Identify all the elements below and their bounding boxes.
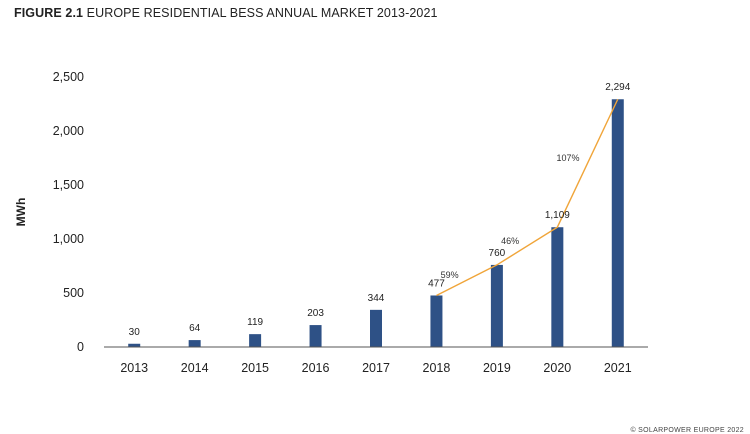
x-tick-label: 2015: [241, 361, 269, 375]
bar-2017: [370, 309, 382, 347]
growth-line-group: 59% 46% 107%: [436, 98, 619, 297]
figure-title: FIGURE 2.1 EUROPE RESIDENTIAL BESS ANNUA…: [14, 6, 438, 20]
data-label: 760: [489, 248, 506, 259]
x-tick-label: 2018: [423, 361, 451, 375]
bar-2019: [490, 264, 503, 347]
growth-line: [436, 98, 619, 297]
data-label: 477: [428, 278, 445, 289]
bar-2018: [430, 295, 443, 347]
x-tick-label: 2020: [543, 361, 571, 375]
data-label: 1,109: [545, 210, 570, 221]
bar-2013: [128, 343, 141, 347]
x-tick-label: 2019: [483, 361, 511, 375]
x-axis-ticks: 2013 2014 2015 2016 2017 2018 2019 2020 2021: [120, 361, 631, 375]
bar-2015: [249, 334, 262, 347]
y-tick-label: 1,500: [53, 178, 84, 192]
x-tick-label: 2016: [302, 361, 330, 375]
growth-label: 59%: [441, 270, 459, 280]
y-axis-label: MWh: [14, 198, 28, 227]
y-tick-label: 500: [63, 286, 84, 300]
y-tick-label: 1,000: [53, 232, 84, 246]
y-tick-label: 2,500: [53, 70, 84, 84]
y-tick-label: 2,000: [53, 124, 84, 138]
data-label: 64: [189, 323, 201, 334]
x-tick-label: 2013: [120, 361, 148, 375]
figure-number: FIGURE 2.1: [14, 6, 84, 20]
bars: [128, 99, 624, 347]
y-tick-label: 0: [77, 340, 84, 354]
y-axis-ticks: 0 500 1,000 1,500 2,000 2,500: [53, 70, 84, 354]
bar-2014: [188, 340, 201, 347]
x-tick-label: 2021: [604, 361, 632, 375]
data-label: 30: [129, 327, 141, 338]
growth-label: 107%: [557, 153, 580, 163]
data-label: 2,294: [605, 82, 630, 93]
x-tick-label: 2014: [181, 361, 209, 375]
figure-title-text: EUROPE RESIDENTIAL BESS ANNUAL MARKET 20…: [86, 6, 438, 20]
bar-2016: [309, 325, 322, 347]
x-tick-label: 2017: [362, 361, 390, 375]
bar-2020: [551, 227, 564, 347]
data-label: 119: [247, 317, 263, 328]
bar-2021: [611, 99, 624, 347]
data-labels: 30 64 119 203 344 477 760 1,109 2,294: [129, 82, 631, 338]
data-label: 344: [368, 293, 385, 304]
data-label: 203: [307, 308, 324, 319]
growth-label: 46%: [501, 236, 519, 246]
copyright-footer: © SOLARPOWER EUROPE 2022: [630, 427, 744, 434]
